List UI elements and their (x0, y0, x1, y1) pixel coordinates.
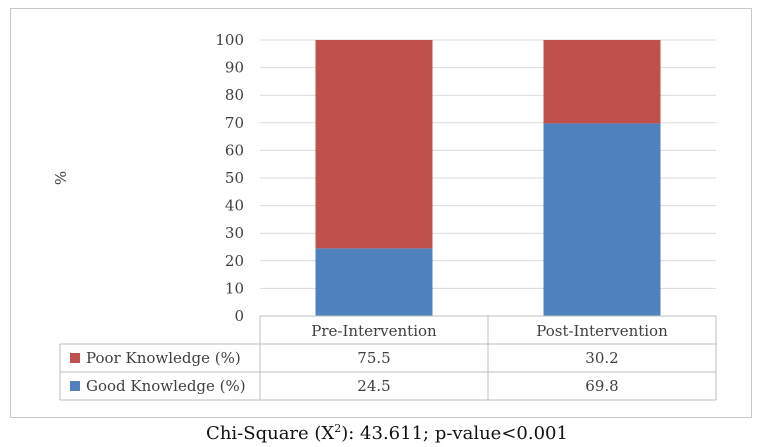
y-tick-label: 0 (234, 307, 244, 325)
legend-key (70, 381, 80, 391)
x-category-label: Post-Intervention (536, 322, 668, 340)
y-tick-label: 70 (225, 114, 244, 132)
legend-key (70, 353, 80, 363)
chart-caption: Chi-Square (X2): 43.611; p-value<0.001 (0, 422, 774, 444)
stacked-bar-chart: 0 10 20 30 40 50 60 70 80 90 100% Pre-Intervention P… (52, 31, 717, 401)
y-tick-label: 80 (225, 86, 244, 104)
bar-good-knowledge (543, 123, 661, 317)
x-category-label: Pre-Intervention (311, 322, 437, 340)
legend-label: Good Knowledge (%) (86, 377, 246, 395)
bar-good-knowledge (315, 248, 433, 316)
y-axis-label: % (52, 171, 70, 185)
data-table-value: 30.2 (585, 349, 618, 367)
y-tick-label: 90 (225, 59, 244, 77)
data-table-value: 69.8 (585, 377, 618, 395)
y-tick-label: 10 (225, 279, 244, 297)
caption-superscript: 2 (334, 422, 342, 435)
y-tick-label: 40 (225, 197, 244, 215)
data-table-value: 75.5 (357, 349, 390, 367)
y-tick-label: 50 (225, 169, 244, 187)
y-tick-label: 20 (225, 252, 244, 270)
legend-label: Poor Knowledge (%) (86, 349, 241, 367)
y-tick-label: 100 (215, 31, 244, 49)
y-tick-label: 30 (225, 224, 244, 242)
caption-prefix: Chi-Square (X (206, 423, 335, 444)
bar-poor-knowledge (315, 40, 433, 249)
data-table-value: 24.5 (357, 377, 390, 395)
caption-suffix: ): 43.611; p-value<0.001 (341, 423, 568, 444)
y-tick-label: 60 (225, 141, 244, 159)
bar-poor-knowledge (543, 40, 661, 124)
